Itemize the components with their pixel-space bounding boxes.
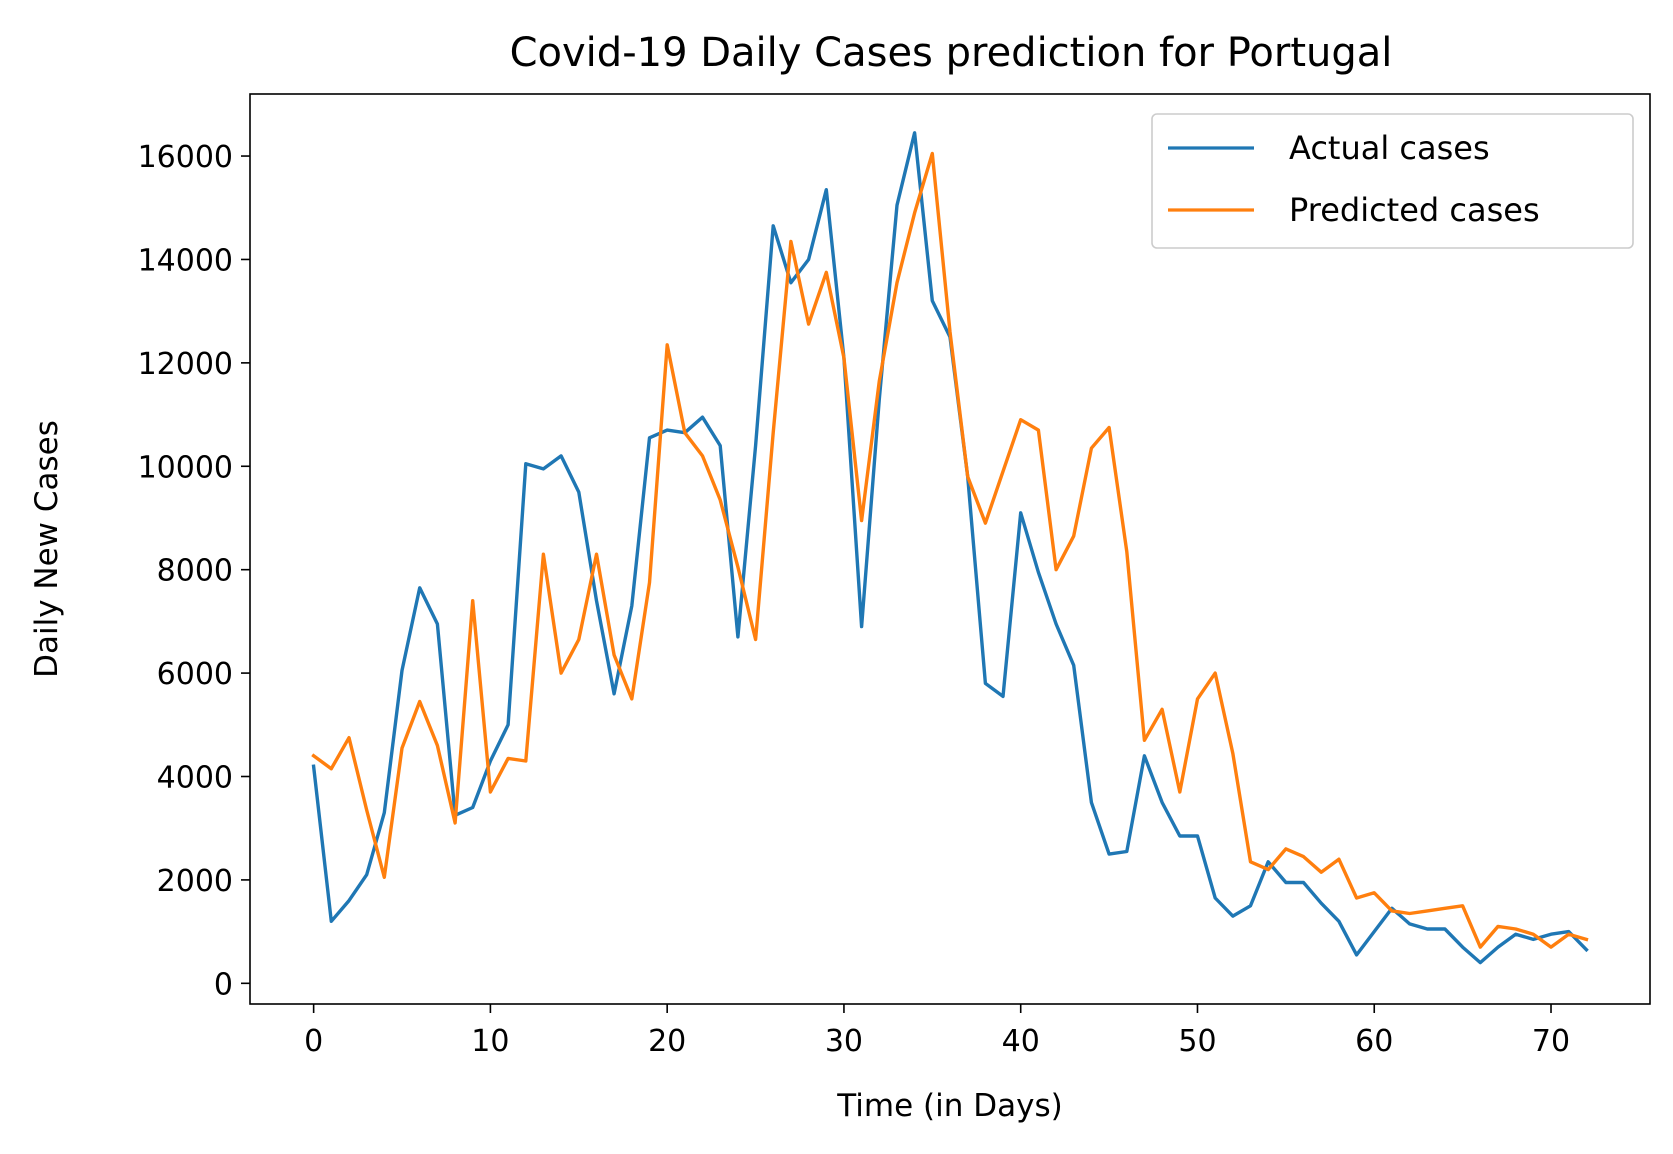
x-tick-label: 70 <box>1532 1024 1570 1059</box>
x-tick-label: 0 <box>304 1024 323 1059</box>
x-axis-label: Time (in Days) <box>836 1088 1062 1124</box>
x-tick-label: 60 <box>1355 1024 1393 1059</box>
axes-frame <box>249 93 1651 1005</box>
y-tick-label: 14000 <box>138 243 233 278</box>
x-tick-label: 20 <box>648 1024 686 1059</box>
x-tick-label: 40 <box>1002 1024 1040 1059</box>
y-axis-label: Daily New Cases <box>29 420 65 678</box>
y-tick-label: 2000 <box>157 864 233 899</box>
y-tick-label: 8000 <box>157 554 233 589</box>
chart-title: Covid-19 Daily Cases prediction for Port… <box>510 30 1393 76</box>
y-tick-label: 4000 <box>157 761 233 796</box>
legend-label-predicted: Predicted cases <box>1289 191 1540 229</box>
legend: Actual cases Predicted cases <box>1151 113 1634 249</box>
x-axis-ticks: 0 10 20 30 40 50 60 70 <box>304 1004 1570 1059</box>
y-tick-label: 12000 <box>138 347 233 382</box>
x-tick-label: 30 <box>825 1024 863 1059</box>
series-lines <box>311 131 1589 965</box>
series-line-predicted <box>311 151 1589 949</box>
y-axis-ticks: 0 2000 4000 6000 8000 10000 12000 14000 16000 <box>138 140 250 1002</box>
legend-frame <box>1151 113 1634 249</box>
y-tick-label: 16000 <box>138 140 233 175</box>
y-tick-label: 6000 <box>157 657 233 692</box>
y-tick-label: 0 <box>214 967 233 1002</box>
y-tick-label: 10000 <box>138 450 233 485</box>
x-tick-label: 10 <box>471 1024 509 1059</box>
legend-label-actual: Actual cases <box>1289 129 1490 167</box>
x-tick-label: 50 <box>1178 1024 1216 1059</box>
